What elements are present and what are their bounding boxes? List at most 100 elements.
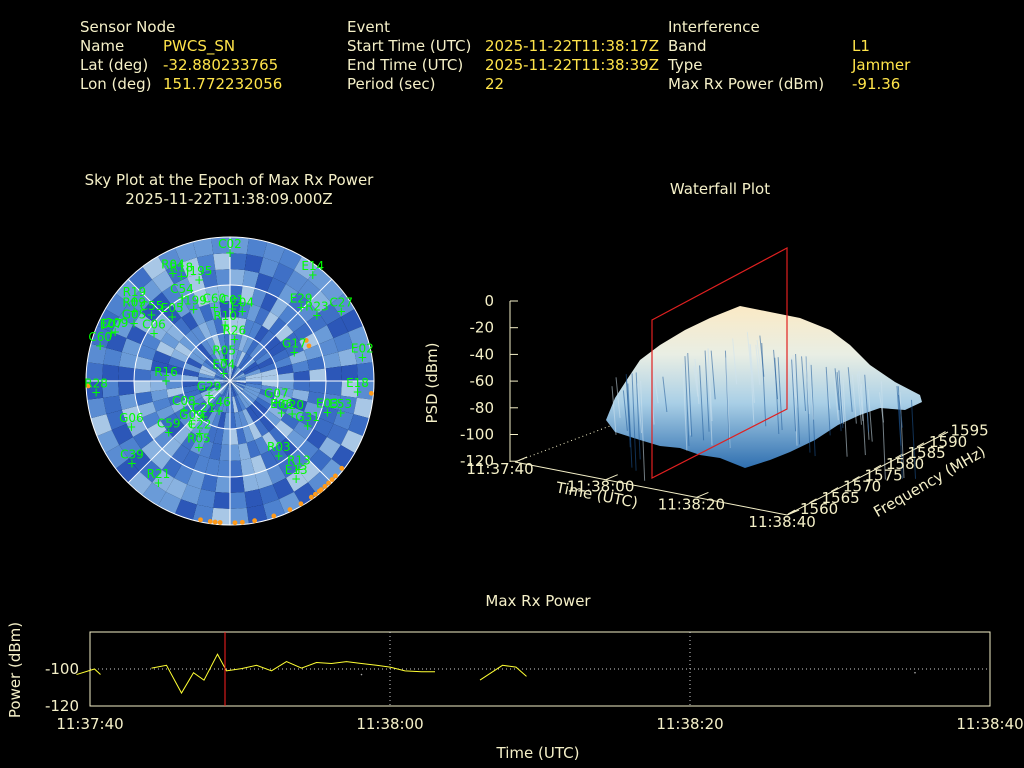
wf-freq-tick-label: 1570: [843, 478, 881, 496]
sky-tile: [141, 439, 163, 461]
sky-tile: [158, 247, 182, 271]
sky-tile: [96, 429, 120, 453]
power-series-line: [479, 664, 527, 681]
sky-tile: [141, 411, 161, 429]
power-series-line: [151, 653, 435, 695]
sensor-node-heading: Sensor Node: [80, 18, 176, 36]
sky-tile: [322, 393, 342, 410]
sky-orange-point: [312, 491, 318, 497]
sky-tile: [252, 347, 269, 362]
sky-tile: [213, 492, 230, 509]
sky-tile: [162, 304, 182, 325]
wf-z-label: PSD (dBm): [423, 342, 441, 423]
sky-tile: [238, 393, 250, 409]
sky-tile: [217, 285, 230, 302]
sky-tile: [242, 389, 258, 401]
sky-tile: [230, 366, 238, 381]
wf-freq-tick: [873, 464, 882, 470]
sky-sat-marker: +: [129, 304, 139, 318]
sky-tile: [150, 448, 172, 470]
sky-sat-label: E07: [100, 317, 123, 331]
skyplot-title: Sky Plot at the Epoch of Max Rx Power 20…: [30, 171, 428, 209]
sky-sat-label: C59: [157, 416, 181, 430]
sky-tile: [318, 405, 339, 424]
sky-tile: [181, 431, 198, 451]
sky-tile: [158, 491, 182, 515]
sky-tile: [150, 381, 167, 392]
sky-tile: [215, 381, 230, 389]
sky-tile: [134, 391, 153, 406]
sky-tile: [258, 257, 279, 278]
sky-tile: [230, 381, 246, 388]
sky-tile: [183, 362, 201, 373]
sky-tile: [230, 378, 246, 381]
sky-tile: [246, 406, 260, 423]
wf-time-tick-label: 11:38:20: [658, 495, 725, 513]
wf-surface-streak: [749, 343, 755, 425]
sky-tile: [307, 266, 332, 291]
sky-tile: [230, 333, 237, 350]
period-label: Period (sec): [347, 75, 436, 93]
sky-tile: [184, 414, 201, 432]
sky-tile: [126, 417, 147, 437]
sky-sat-marker: +: [149, 327, 159, 341]
sky-tile: [156, 405, 175, 421]
sky-tile: [153, 429, 174, 449]
wf-surface-streak: [792, 354, 798, 446]
sky-tile: [227, 365, 230, 381]
sky-tile: [103, 347, 122, 367]
sky-tile: [326, 317, 349, 339]
sky-tile: [246, 339, 260, 356]
sky-sat-label: C46: [207, 395, 231, 409]
wf-surface-streak: [899, 392, 905, 479]
sky-tile: [210, 353, 222, 369]
sky-tile: [200, 406, 214, 423]
sky-tile: [221, 317, 230, 334]
lon-label: Lon (deg): [80, 75, 152, 93]
sky-tile: [255, 351, 272, 365]
sky-tile: [276, 364, 294, 375]
sky-sat-marker: +: [153, 476, 163, 490]
sky-sat-marker: +: [289, 345, 299, 359]
sky-tile: [134, 356, 153, 371]
sky-orange-point: [368, 390, 374, 396]
wf-z-tick-label: -100: [460, 426, 494, 444]
sky-tile: [103, 395, 122, 415]
sky-tile: [217, 333, 226, 351]
wf-surface-streak: [810, 364, 816, 457]
wf-surface-streak: [685, 354, 691, 436]
sky-tile: [320, 458, 345, 483]
sky-tile: [294, 256, 318, 280]
sky-tile: [166, 381, 183, 390]
sky-sat-label: E05: [161, 301, 184, 315]
power-grid: [90, 632, 990, 706]
sky-tile: [221, 396, 228, 413]
sky-tile: [242, 473, 259, 493]
wf-surface-streak: [756, 339, 762, 374]
sky-tile: [207, 392, 221, 407]
sky-sat-marker: +: [106, 326, 116, 340]
sky-tile: [263, 499, 286, 521]
sky-tile: [139, 279, 162, 302]
sky-tile: [210, 393, 222, 409]
sky-tile: [230, 376, 246, 381]
sky-tile: [356, 362, 374, 381]
sky-orange-point: [252, 518, 258, 524]
sky-sat-marker: +: [129, 316, 139, 330]
sky-sat-label: C06: [142, 318, 166, 332]
sky-tile: [216, 381, 230, 391]
sky-tile: [191, 325, 206, 343]
end-value: 2025-11-22T11:38:39Z: [485, 56, 659, 74]
sky-tile: [174, 241, 197, 263]
lat-label: Lat (deg): [80, 56, 149, 74]
sky-tile: [230, 381, 240, 395]
sky-sat-marker: +: [204, 389, 214, 403]
sky-tile: [230, 269, 245, 286]
sky-tile: [111, 423, 134, 445]
sky-tile: [230, 317, 239, 334]
sky-tile: [170, 399, 189, 413]
sky-tile: [230, 444, 241, 461]
sky-tile: [230, 365, 237, 381]
